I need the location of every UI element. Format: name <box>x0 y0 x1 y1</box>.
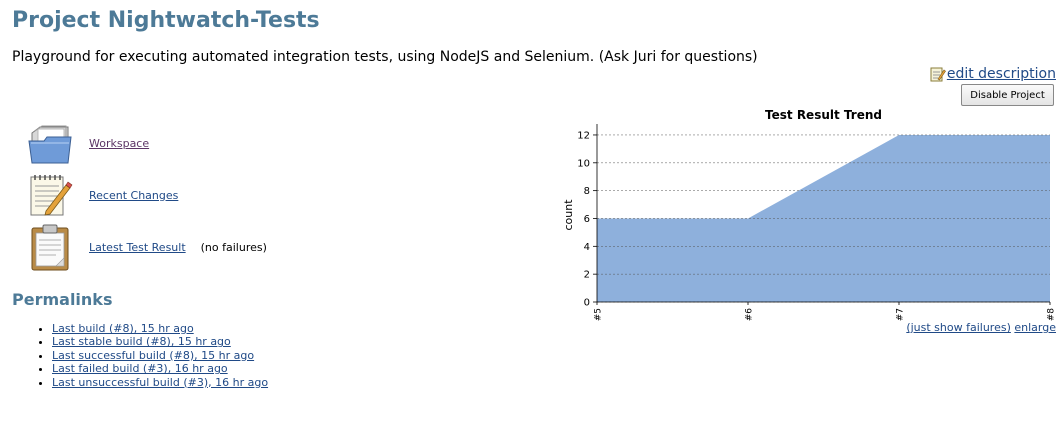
test-result-trend-chart[interactable]: Test Result Trend 0 2 4 6 8 10 12 #5 #6 #7 #8 count <box>545 102 1062 324</box>
notepad-icon[interactable] <box>26 171 74 219</box>
y-tick-label: 6 <box>584 214 590 225</box>
y-axis-label: count <box>562 199 575 231</box>
trend-links: (just show failures) enlarge <box>906 321 1056 334</box>
folder-icon[interactable] <box>26 119 74 167</box>
y-tick-label: 2 <box>584 270 590 281</box>
page-title: Project Nightwatch-Tests <box>12 8 320 33</box>
edit-description-label[interactable]: edit description <box>947 66 1056 82</box>
project-description: Playground for executing automated integ… <box>12 49 758 65</box>
task-recent-changes-link[interactable]: Recent Changes <box>89 189 178 202</box>
permalink-last-stable-build[interactable]: Last stable build (#8), 15 hr ago <box>52 335 231 348</box>
permalink-last-unsuccessful-build[interactable]: Last unsuccessful build (#3), 16 hr ago <box>52 376 268 389</box>
y-tick-label: 12 <box>577 130 590 141</box>
no-failures-note: (no failures) <box>201 241 267 254</box>
task-latest-test-result: Latest Test Result (no failures) <box>26 223 267 271</box>
enlarge-link[interactable]: enlarge <box>1014 321 1056 334</box>
permalink-item: Last failed build (#3), 16 hr ago <box>52 362 268 375</box>
permalink-last-successful-build[interactable]: Last successful build (#8), 15 hr ago <box>52 349 254 362</box>
x-tick-label: #6 <box>745 308 755 322</box>
notepad-pencil-icon <box>930 66 946 82</box>
permalink-item: Last stable build (#8), 15 hr ago <box>52 335 268 348</box>
permalinks-heading: Permalinks <box>12 290 112 309</box>
y-tick-label: 0 <box>584 298 590 309</box>
y-tick-label: 4 <box>584 242 590 253</box>
permalinks-list: Last build (#8), 15 hr ago Last stable b… <box>12 322 268 389</box>
just-show-failures-link[interactable]: (just show failures) <box>906 321 1011 334</box>
x-tick-label: #7 <box>896 308 906 321</box>
permalink-last-failed-build[interactable]: Last failed build (#3), 16 hr ago <box>52 362 228 375</box>
chart-title: Test Result Trend <box>765 108 882 122</box>
permalink-item: Last unsuccessful build (#3), 16 hr ago <box>52 376 268 389</box>
edit-description-link[interactable]: edit description <box>930 66 1056 82</box>
y-tick-label: 10 <box>577 158 590 169</box>
task-workspace-link[interactable]: Workspace <box>89 137 149 150</box>
permalink-item: Last build (#8), 15 hr ago <box>52 322 268 335</box>
clipboard-icon[interactable] <box>26 223 74 271</box>
permalink-last-build[interactable]: Last build (#8), 15 hr ago <box>52 322 194 335</box>
task-latest-test-result-link[interactable]: Latest Test Result <box>89 241 186 254</box>
y-tick-label: 8 <box>584 186 590 197</box>
x-tick-label: #8 <box>1047 308 1057 322</box>
task-recent-changes: Recent Changes <box>26 171 178 219</box>
x-tick-label: #5 <box>594 308 604 321</box>
permalink-item: Last successful build (#8), 15 hr ago <box>52 349 268 362</box>
task-workspace: Workspace <box>26 119 149 167</box>
